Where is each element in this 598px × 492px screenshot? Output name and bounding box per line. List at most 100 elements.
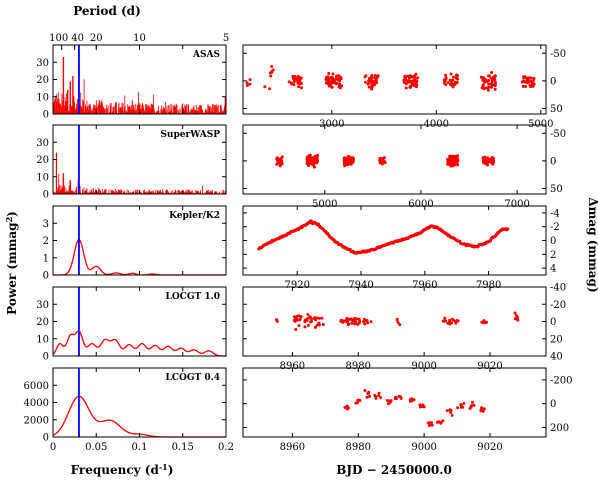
lc-point-0-3-35 — [337, 85, 341, 89]
lc-point-4-59 — [436, 420, 440, 424]
lc-point-4-77 — [472, 403, 476, 407]
lc-point-0-3-30 — [340, 84, 344, 88]
lc-point-3-1-36 — [315, 323, 319, 327]
lc-point-4-21 — [377, 394, 381, 398]
lc-point-3-1-17 — [309, 317, 313, 321]
lc-point-0-3-43 — [327, 77, 331, 81]
lc-point-4-50 — [430, 423, 434, 427]
lc-xtick-label-2-2: 7960 — [412, 280, 437, 291]
lc-point-0-5-42 — [411, 79, 415, 83]
lc-point-4-81 — [482, 407, 486, 411]
lc-frame-1 — [242, 124, 547, 195]
lc-point-1-2-69 — [349, 158, 353, 162]
lc-point-0-2-34 — [296, 81, 300, 85]
lc-xtick-label-3-3: 9020 — [477, 361, 502, 372]
lc-point-0-5-34 — [414, 85, 418, 89]
lc-point-3-2-25 — [347, 322, 351, 326]
lc-point-3-4-14 — [442, 319, 446, 323]
lc-point-0-5-41 — [408, 85, 412, 89]
lc-point-0-2-6 — [297, 85, 301, 89]
lc-point-0-1-7 — [271, 68, 275, 72]
lc-point-0-8-31 — [526, 81, 530, 85]
lc-point-0-3-47 — [325, 76, 328, 79]
lc-point-4-53 — [426, 421, 430, 425]
lc-point-0-7-44 — [493, 82, 497, 86]
lc-xtick-label-4-0: 8960 — [280, 442, 305, 453]
lc-point-3-2-26 — [366, 321, 370, 325]
lc-point-1-4-74 — [448, 163, 452, 167]
lc-point-4-83 — [481, 409, 485, 413]
lc-ytick-label-4-0: -200 — [550, 375, 572, 386]
lc-point-1-0-27 — [280, 162, 284, 166]
lc-point-1-1-67 — [315, 158, 319, 162]
power-spectrum-3 — [52, 330, 226, 357]
lc-ytick-label-4-1: 0 — [550, 399, 556, 410]
lc-point-1-1-65 — [309, 161, 313, 165]
lc-point-1-1-68 — [315, 161, 319, 165]
lc-point-4-76 — [469, 404, 473, 408]
lc-point-4-28 — [389, 399, 393, 403]
lc-ytick-label-0-1: 0 — [550, 76, 556, 87]
lc-ytick-label-1-1: 0 — [550, 156, 556, 167]
lc-point-0-6-25 — [449, 72, 453, 76]
lc-point-4-3 — [345, 404, 349, 408]
lc-point-4-73 — [471, 400, 474, 404]
lc-point-4-19 — [379, 396, 383, 400]
lc-point-0-6-21 — [451, 78, 455, 82]
lc-ytick-label-0-0: -50 — [550, 49, 566, 60]
lc-point-0-4-6 — [373, 74, 377, 77]
lc-point-0-6-28 — [453, 82, 457, 86]
lc-point-0-1-2 — [270, 65, 274, 68]
freq-xtick-label-1: 0.05 — [85, 442, 107, 453]
power-axis-title-main: Power (mmag — [5, 222, 19, 315]
lc-point-1-0-29 — [277, 157, 281, 161]
lc-point-0-2-31 — [298, 79, 302, 83]
frequency-axis-title-sup: -1 — [159, 462, 168, 472]
lc-point-0-4-22 — [373, 83, 376, 87]
lc-point-3-1-32 — [294, 316, 298, 320]
lc-point-1-5-42 — [491, 162, 495, 166]
light-curve-points-3 — [274, 311, 520, 331]
lc-xtick-label-1-2: 7000 — [504, 199, 529, 210]
lc-point-0-4-31 — [374, 77, 378, 81]
lc-point-0-1-1 — [268, 87, 272, 91]
panel-1: 0 10 20 30 SuperWASP -50 0 50 5000 6000 7000 — [36, 124, 566, 210]
lc-xtick-label-4-1: 8980 — [346, 442, 371, 453]
lc-point-1-4-78 — [447, 160, 451, 163]
lc-point-3-2-20 — [362, 317, 366, 321]
lc-xtick-label-2-3: 7980 — [476, 280, 501, 291]
lc-point-3-2-29 — [350, 321, 354, 325]
lc-point-3-0-2 — [275, 318, 279, 322]
lc-frame-4 — [242, 367, 547, 438]
period-tick-label-1: 40 — [71, 33, 84, 44]
lc-point-4-15 — [363, 389, 367, 392]
power-axis-title-close: ) — [5, 211, 19, 217]
lc-point-0-8-33 — [530, 80, 534, 84]
lc-point-4-27 — [385, 399, 389, 402]
lc-point-1-1-66 — [305, 155, 309, 159]
lc-point-3-1-31 — [307, 316, 311, 320]
lc-point-4-10 — [357, 398, 361, 402]
lc-point-3-1-24 — [317, 316, 321, 320]
lc-point-0-3-38 — [339, 75, 343, 79]
lc-point-0-2-18 — [296, 74, 300, 78]
dmag-axis-title: Δmag (mmag) — [586, 197, 598, 292]
lc-point-0-0-0 — [248, 82, 252, 86]
lc-point-3-1-20 — [294, 328, 298, 331]
power-ytick-label-3-2: 20 — [36, 317, 49, 328]
lc-point-0-0-2 — [245, 83, 249, 87]
power-ytick-label-4-1: 2000 — [24, 415, 49, 426]
lc-point-3-4-15 — [454, 321, 458, 325]
power-ytick-label-2-1: 1 — [43, 253, 49, 264]
period-tick-label-3: 10 — [133, 33, 146, 44]
lc-point-4-69 — [459, 403, 463, 407]
lc-point-0-2-29 — [290, 82, 294, 86]
lc-point-3-2-18 — [355, 317, 359, 321]
panel-label-1: SuperWASP — [160, 130, 220, 140]
power-axis-title-sup: 2 — [4, 217, 14, 223]
lc-point-0-4-36 — [370, 87, 374, 91]
lc-point-1-0-28 — [280, 159, 283, 163]
lc-point-0-5-32 — [411, 83, 414, 87]
